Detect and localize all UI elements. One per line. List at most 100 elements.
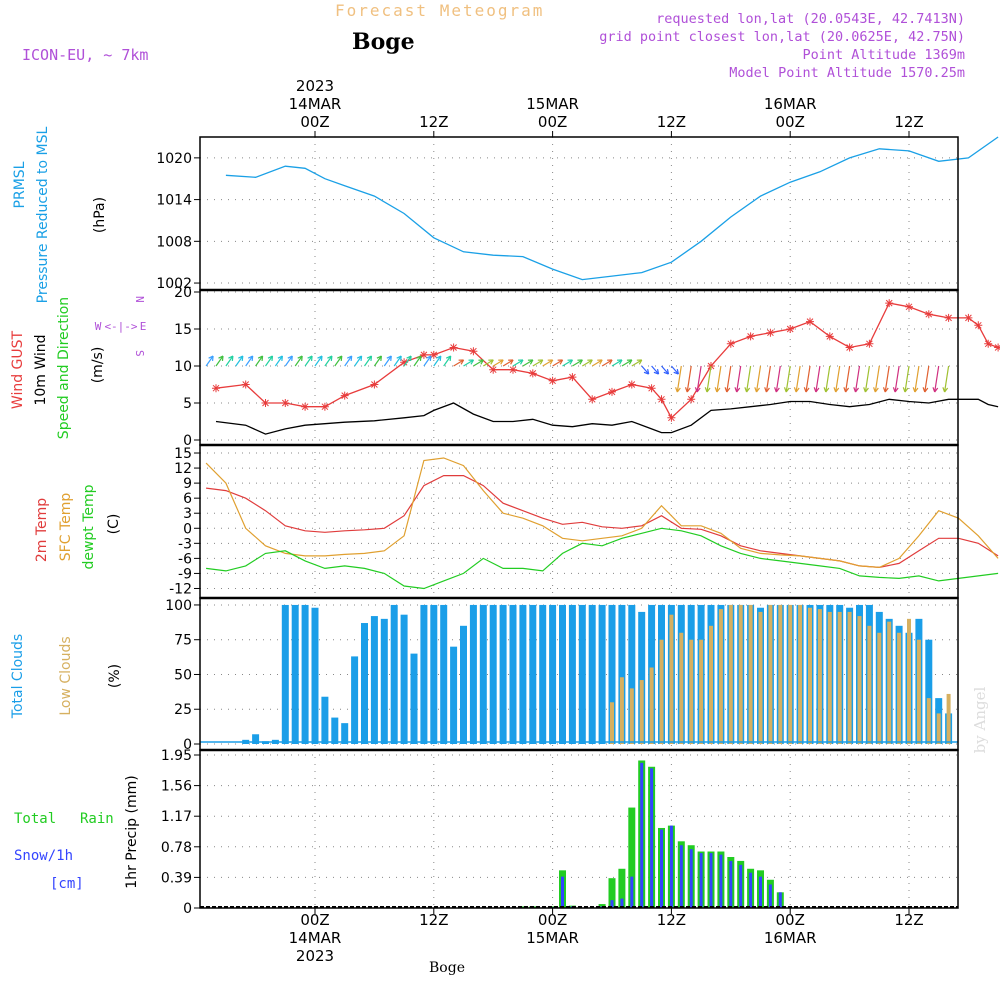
snow-bar <box>650 768 654 908</box>
gust-marker <box>429 350 438 359</box>
wind-direction-arrow <box>215 355 224 367</box>
wind-direction-arrow <box>591 359 603 367</box>
bottom-hour-label: 12Z <box>419 911 448 929</box>
bottom-day-label: 16MAR <box>764 929 817 947</box>
y-tick-label: 0.78 <box>161 840 192 856</box>
y-tick-label: 0 <box>183 433 192 449</box>
snow-bar <box>620 898 624 908</box>
bottom-year-label: 2023 <box>296 947 334 965</box>
wind-direction-arrow <box>601 359 613 367</box>
total-cloud-bar <box>568 604 576 744</box>
model-altitude: Model Point Altitude 1570.25m <box>729 65 965 81</box>
wind-arrow-head <box>307 355 313 362</box>
total-cloud-bar <box>400 614 408 744</box>
low-cloud-bar <box>798 604 803 744</box>
y-tick-label: 1.56 <box>161 779 192 795</box>
low-cloud-bar <box>758 611 763 744</box>
watermark: by Angel <box>971 686 989 753</box>
top-day-label: 16MAR <box>764 95 817 113</box>
gust-marker <box>489 365 498 374</box>
wind-direction-arrow <box>364 355 372 367</box>
wind-arrow-head <box>376 355 382 362</box>
wind-direction-arrow <box>562 359 573 367</box>
total-cloud-bar <box>291 604 299 744</box>
gust-marker <box>657 395 666 404</box>
gust-marker <box>528 369 537 378</box>
compass-e: E <box>140 320 147 333</box>
y-tick-label: 9 <box>183 476 192 492</box>
gust-marker <box>608 387 616 396</box>
gust-marker <box>261 399 270 407</box>
snow-bar <box>739 864 743 908</box>
total-cloud-bar <box>321 696 329 744</box>
gust-marker <box>924 310 933 319</box>
total-clouds-label: Total Clouds <box>10 634 26 719</box>
top-day-label: 14MAR <box>289 95 342 113</box>
wind-direction-arrow <box>924 365 930 393</box>
bottom-hour-label: 00Z <box>538 911 567 929</box>
wind-arrow-head <box>488 359 494 365</box>
y-tick-label: 15 <box>174 322 192 338</box>
low-cloud-bar <box>738 604 743 744</box>
y-tick-label: 100 <box>165 598 192 614</box>
wind-label: 10m Wind <box>33 334 49 405</box>
total-cloud-bar <box>450 646 458 744</box>
wind-arrow-head <box>366 355 373 362</box>
wind-direction-arrow <box>443 355 452 367</box>
rain-bar <box>628 807 636 908</box>
total-cloud-bar <box>380 618 388 744</box>
wind-direction-arrow <box>334 355 343 367</box>
low-clouds-label: Low Clouds <box>58 636 74 715</box>
dewpt-line <box>206 527 999 590</box>
wind-arrow-head <box>853 387 860 393</box>
gust-marker <box>667 413 676 422</box>
wind-direction-arrow <box>393 355 402 367</box>
wind-arrow-head <box>426 355 432 362</box>
y-tick-label: 10 <box>174 359 192 375</box>
wind-direction-arrow <box>686 365 692 393</box>
snow-units: [cm] <box>50 876 84 892</box>
wind-arrow-head <box>764 387 770 393</box>
wind-direction-arrow <box>805 365 811 393</box>
wind-direction-arrow <box>572 359 583 367</box>
temp2m-label: 2m Temp <box>34 498 50 562</box>
top-year-label: 2023 <box>296 77 334 95</box>
gust-marker <box>469 347 478 356</box>
total-cloud-bar <box>281 604 289 744</box>
gust-marker <box>241 380 250 389</box>
wind-direction-arrow <box>344 355 353 367</box>
direction-label: Speed and Direction <box>56 297 72 439</box>
wind-arrow-head <box>714 387 721 393</box>
gust-marker <box>509 365 517 374</box>
wind-direction-arrow <box>205 355 214 367</box>
rain-bar <box>618 868 626 908</box>
wind-direction-arrow <box>795 365 801 393</box>
wind-arrow-head <box>468 359 475 365</box>
wind-direction-arrow <box>661 365 669 375</box>
bottom-hour-label: 12Z <box>894 911 923 929</box>
wind-direction-arrow <box>373 355 382 367</box>
low-cloud-bar <box>897 632 902 744</box>
low-cloud-bar <box>699 639 704 744</box>
snow-bar <box>709 853 713 908</box>
bottom-day-label: 15MAR <box>526 929 579 947</box>
snow-bar <box>699 853 703 908</box>
wind-direction-arrow <box>522 359 534 367</box>
y-tick-label: 0 <box>183 521 192 537</box>
low-cloud-bar <box>808 607 812 744</box>
total-cloud-bar <box>301 604 309 744</box>
gust-marker <box>905 302 913 311</box>
low-cloud-bar <box>659 639 664 744</box>
total-cloud-bar <box>341 723 349 744</box>
compass-rose: W E <-|-> N S <box>95 296 147 357</box>
wind-direction-arrow <box>581 359 593 367</box>
total-cloud-bar <box>499 604 507 744</box>
low-cloud-bar <box>709 625 713 744</box>
wind-arrow-head <box>942 387 949 393</box>
wind-arrow-head <box>813 387 820 393</box>
wind-arrow-head <box>704 387 711 393</box>
wind-arrow-head <box>626 359 633 365</box>
cloud-labels: Total Clouds Low Clouds (%) <box>10 634 123 719</box>
snow-bar <box>689 849 693 908</box>
wind-arrow-head <box>694 387 701 393</box>
